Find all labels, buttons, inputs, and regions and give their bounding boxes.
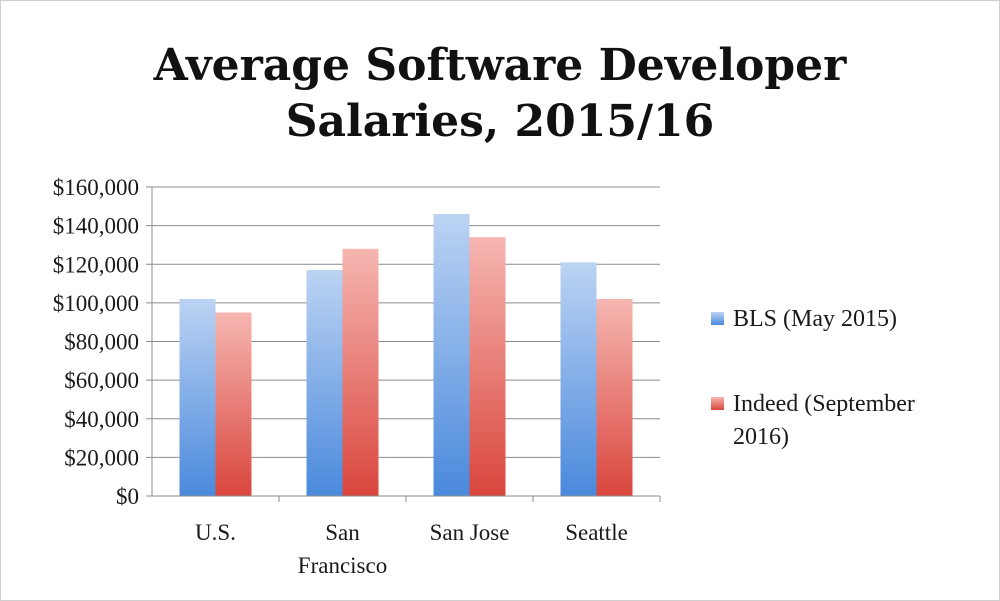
y-tick-label: $100,000 [53,291,139,316]
legend-label: BLS (May 2015) [733,306,897,332]
y-tick-label: $140,000 [53,214,139,239]
bar [433,214,470,496]
category-label: Seattle [565,520,628,545]
bar [306,270,343,496]
bar [179,299,216,496]
y-tick-label: $20,000 [64,445,139,470]
bar [215,312,252,496]
chart-title-line-1: Average Software Developer [153,40,847,91]
y-tick-label: $40,000 [64,407,139,432]
y-tick-label: $0 [116,484,139,509]
y-tick-label: $60,000 [64,368,139,393]
y-tick-labels: $0 $20,000 $40,000 $60,000 $80,000 $100,000 $1… [53,175,139,509]
category-labels: U.S. San Francisco San Jose Seattle [195,520,628,578]
y-tick-label: $120,000 [53,252,139,277]
chart-title-line-2: Salaries, 2015/16 [285,96,715,147]
category-label: San Francisco [298,520,387,578]
legend: BLS (May 2015) Indeed (September 2016) [711,306,915,450]
bars [179,214,633,496]
category-label: U.S. [195,520,236,545]
legend-swatch [711,397,724,410]
bar [342,248,379,496]
bar [560,262,597,496]
legend-label: Indeed (September 2016) [733,391,915,450]
y-tick-label: $160,000 [53,175,139,200]
axes [151,187,661,502]
bar [596,299,633,496]
bar [469,237,506,496]
category-label: San Jose [430,520,510,545]
y-tick-label: $80,000 [64,330,139,355]
chart-title: Average Software Developer Salaries, 201… [0,38,1000,150]
legend-swatch [711,312,724,325]
